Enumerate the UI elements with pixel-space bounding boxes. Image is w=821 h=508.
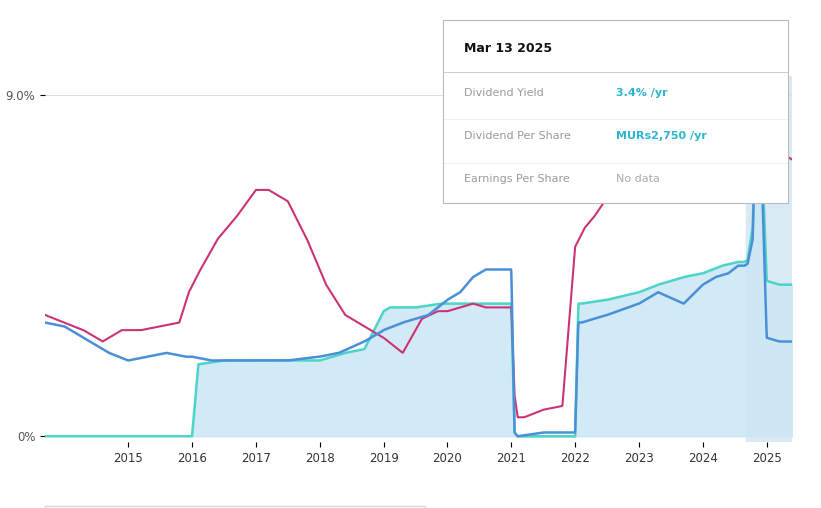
Text: Earnings Per Share: Earnings Per Share [464, 174, 570, 184]
Text: No data: No data [616, 174, 659, 184]
Text: Dividend Per Share: Dividend Per Share [464, 131, 571, 141]
Text: MURs2,750 /yr: MURs2,750 /yr [616, 131, 707, 141]
Text: 3.4% /yr: 3.4% /yr [616, 88, 667, 99]
Text: Dividend Yield: Dividend Yield [464, 88, 544, 99]
Text: Mar 13 2025: Mar 13 2025 [464, 42, 553, 55]
Legend: Dividend Yield, Dividend Per Share, Earnings Per Share: Dividend Yield, Dividend Per Share, Earn… [44, 506, 426, 508]
Text: Past: Past [750, 105, 773, 115]
Bar [745, 76, 792, 442]
